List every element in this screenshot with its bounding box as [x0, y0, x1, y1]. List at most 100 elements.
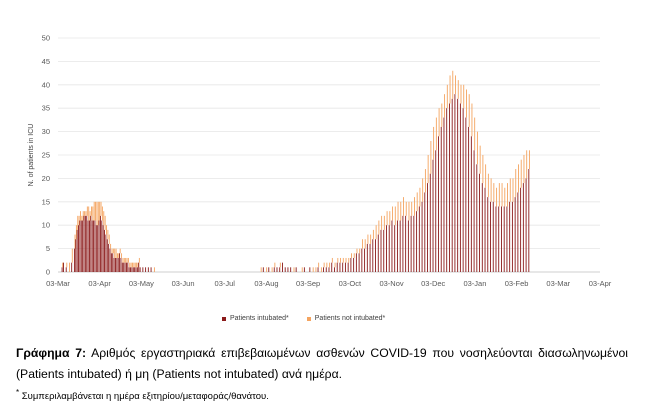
bar-not-intubated	[463, 84, 465, 109]
bar-not-intubated	[345, 257, 347, 263]
bar-intubated	[138, 262, 140, 272]
bar-intubated	[490, 201, 491, 272]
bar-intubated	[147, 267, 149, 272]
bar-not-intubated	[104, 215, 106, 230]
y-tick-label: 30	[42, 127, 50, 136]
bar-not-intubated	[482, 155, 484, 184]
bar-intubated	[459, 103, 461, 273]
bar-not-intubated	[433, 126, 435, 160]
bar-intubated	[339, 262, 341, 272]
bar-intubated	[470, 136, 472, 272]
bar-not-intubated	[501, 183, 503, 207]
bar-not-intubated	[123, 257, 125, 263]
bar-not-intubated	[112, 248, 114, 254]
bar-intubated	[336, 262, 338, 272]
bar-not-intubated	[405, 201, 407, 216]
bar-intubated	[369, 243, 371, 272]
bar-intubated	[511, 201, 513, 272]
bar-intubated	[375, 239, 376, 272]
bar-intubated	[448, 103, 450, 273]
bar-intubated	[468, 126, 470, 272]
bar-not-intubated	[130, 262, 132, 268]
bar-intubated	[142, 267, 144, 272]
bar-intubated	[443, 117, 445, 272]
bar-not-intubated	[137, 262, 139, 268]
bar-intubated	[120, 257, 122, 272]
bar-intubated	[386, 225, 387, 272]
x-tick-label: 03-Jul	[215, 279, 236, 288]
bar-not-intubated	[479, 145, 481, 174]
bar-not-intubated	[438, 108, 440, 137]
bar-intubated	[75, 239, 77, 272]
bar-intubated	[115, 257, 116, 272]
bar-intubated	[65, 267, 67, 272]
bar-intubated	[80, 220, 82, 272]
bar-not-intubated	[485, 164, 487, 188]
bar-intubated	[97, 225, 99, 272]
bar-intubated	[99, 215, 101, 272]
bar-intubated	[366, 243, 368, 272]
bar-intubated	[125, 262, 127, 272]
bar-not-intubated	[444, 94, 446, 118]
bar-not-intubated	[90, 206, 92, 216]
bar-not-intubated	[359, 248, 361, 254]
y-tick-label: 25	[42, 151, 50, 160]
footnote: * Συμπεριλαμβάνεται η ημέρα εξιτηρίου/με…	[16, 388, 269, 402]
y-tick-label: 35	[42, 104, 50, 113]
x-tick-label: 03-Jan	[463, 279, 486, 288]
icu-patients-chart: 0 5 10 15 20 25 30 35 40 45 50 N. of patients in IC…	[28, 34, 612, 289]
bar-intubated	[84, 215, 86, 272]
bar-intubated	[123, 262, 125, 272]
bar-intubated	[94, 220, 96, 272]
x-tick-label: 03-Apr	[88, 279, 111, 288]
x-tick-label: 03-Dec	[421, 279, 445, 288]
bar-intubated	[517, 192, 519, 272]
bar-intubated	[446, 108, 448, 272]
bar-not-intubated	[274, 262, 276, 268]
bar-intubated	[418, 206, 420, 272]
bar-intubated	[410, 215, 412, 272]
bar-not-intubated	[271, 267, 273, 272]
bar-intubated	[135, 267, 137, 272]
bar-intubated	[284, 267, 286, 272]
bar-not-intubated	[468, 94, 470, 127]
bar-intubated	[134, 267, 136, 272]
x-tick-label: 03-Nov	[379, 279, 403, 288]
bar-not-intubated	[370, 234, 372, 244]
bar-intubated	[117, 257, 119, 272]
bar-not-intubated	[110, 243, 112, 249]
bar-intubated	[522, 183, 524, 272]
bar-intubated	[424, 192, 426, 272]
bar-intubated	[377, 234, 379, 272]
bar-intubated	[388, 225, 390, 272]
bar-intubated	[262, 267, 264, 272]
bar-intubated	[402, 215, 404, 272]
bar-intubated	[432, 159, 434, 272]
bar-intubated	[427, 183, 428, 272]
bar-intubated	[90, 215, 92, 272]
bar-not-intubated	[518, 164, 519, 193]
y-tick-label: 0	[46, 268, 50, 277]
bar-intubated	[279, 267, 281, 272]
bar-not-intubated	[97, 201, 99, 226]
bar-not-intubated	[107, 229, 109, 240]
bar-intubated	[528, 169, 530, 272]
bar-not-intubated	[329, 262, 331, 268]
bar-intubated	[509, 201, 511, 272]
bar-not-intubated	[115, 248, 117, 258]
bar-intubated	[317, 267, 319, 272]
bar-intubated	[347, 262, 349, 272]
bar-intubated	[93, 220, 95, 272]
bar-intubated	[465, 117, 467, 272]
bar-intubated	[361, 248, 363, 272]
bar-intubated	[498, 206, 500, 272]
bar-not-intubated	[86, 206, 88, 216]
bar-not-intubated	[452, 70, 454, 99]
bar-not-intubated	[389, 211, 391, 226]
bar-not-intubated	[111, 248, 113, 254]
bar-not-intubated	[496, 187, 498, 207]
legend-label-intubated: Patients intubated*	[230, 315, 289, 322]
bar-intubated	[372, 239, 374, 272]
bar-not-intubated	[334, 262, 336, 268]
bar-not-intubated	[528, 150, 530, 170]
